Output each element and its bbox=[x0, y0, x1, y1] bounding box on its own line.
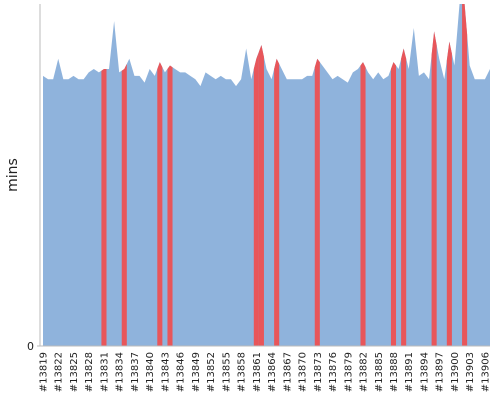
y-tick-label: 0 bbox=[27, 340, 34, 353]
x-tick-label: #13900 bbox=[450, 352, 461, 392]
x-tick-label: #13861 bbox=[252, 352, 263, 392]
x-tick-label: #13843 bbox=[160, 352, 171, 392]
x-tick-label: #13888 bbox=[389, 352, 400, 392]
x-tick-label: #13849 bbox=[191, 352, 202, 392]
y-axis-label: mins bbox=[5, 158, 21, 192]
x-tick-label: #13834 bbox=[115, 352, 126, 392]
failed-build bbox=[167, 65, 173, 346]
failed-build bbox=[314, 58, 320, 346]
failed-build bbox=[401, 48, 407, 346]
x-tick-label: #13846 bbox=[176, 352, 187, 392]
x-tick-label: #13840 bbox=[145, 352, 156, 392]
failed-build bbox=[360, 62, 366, 346]
failed-build bbox=[157, 62, 163, 346]
x-tick-label: #13870 bbox=[298, 352, 309, 392]
x-tick-label: #13891 bbox=[404, 352, 415, 392]
x-tick-label: #13855 bbox=[221, 352, 232, 392]
failed-build bbox=[274, 58, 280, 346]
x-tick-label: #13852 bbox=[206, 352, 217, 392]
x-tick-label: #13867 bbox=[282, 352, 293, 392]
failed-build bbox=[431, 31, 437, 346]
failed-build bbox=[101, 68, 107, 346]
x-tick-label: #13873 bbox=[313, 352, 324, 392]
x-tick-label: #13882 bbox=[359, 352, 370, 392]
x-tick-label: #13897 bbox=[435, 352, 446, 392]
x-tick-label: #13858 bbox=[237, 352, 248, 392]
x-tick-label: #13876 bbox=[328, 352, 339, 392]
x-tick-label: #13831 bbox=[99, 352, 110, 392]
failed-build bbox=[462, 4, 468, 346]
x-tick-label: #13885 bbox=[374, 352, 385, 392]
x-tick-label: #13903 bbox=[465, 352, 476, 392]
failed-build bbox=[390, 62, 397, 346]
failed-build bbox=[121, 63, 127, 346]
x-tick-label: #13822 bbox=[54, 352, 65, 392]
area bbox=[43, 4, 490, 346]
x-tick-label: #13837 bbox=[130, 352, 141, 392]
x-tick-label: #13819 bbox=[39, 352, 50, 392]
x-tick-label: #13825 bbox=[69, 352, 80, 392]
x-tick-label: #13864 bbox=[267, 352, 278, 392]
x-tick-label: #13906 bbox=[480, 352, 491, 392]
x-tick-label: #13828 bbox=[84, 352, 95, 392]
failed-build bbox=[258, 45, 264, 346]
failed-build bbox=[253, 51, 259, 346]
x-tick-label: #13879 bbox=[343, 352, 354, 392]
failed-build bbox=[446, 41, 452, 346]
plot bbox=[43, 4, 490, 346]
x-tick-label: #13894 bbox=[419, 352, 430, 392]
